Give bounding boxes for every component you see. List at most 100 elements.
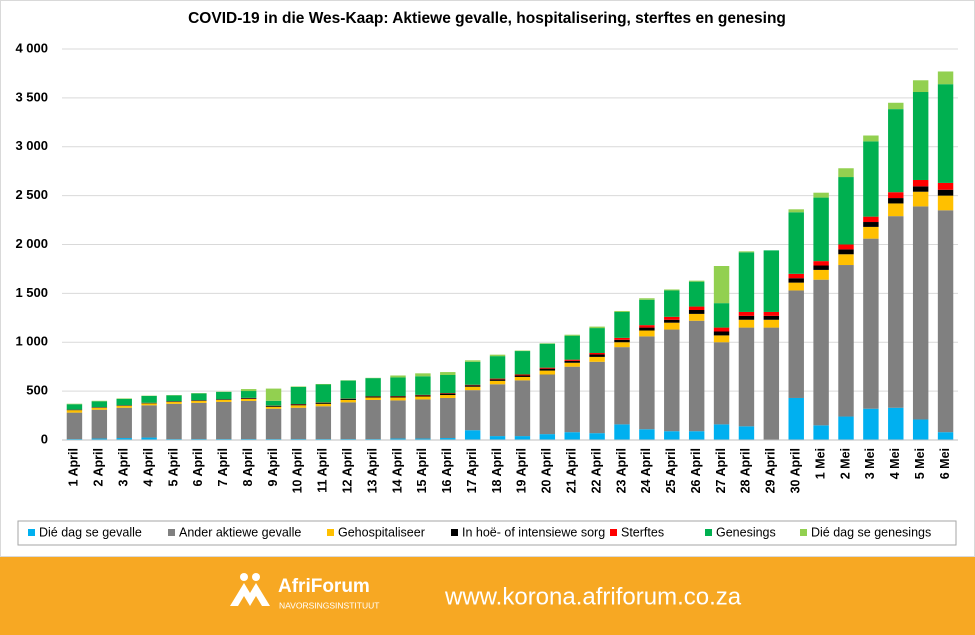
x-tick-label: 1 Mei [813, 448, 827, 479]
bar-segment [912, 92, 929, 180]
bar-segment [514, 376, 531, 381]
bar-segment [763, 311, 780, 316]
footer-url[interactable]: www.korona.afriforum.co.za [444, 583, 742, 610]
x-tick-label: 28 April [739, 448, 753, 493]
bar-segment [489, 384, 506, 437]
bar-segment [390, 397, 406, 401]
bar-segment [415, 396, 431, 400]
bar-segment [390, 375, 406, 378]
bar-segment [639, 327, 655, 331]
bar-segment [713, 303, 730, 328]
bar-segment [838, 249, 854, 255]
bar-segment [888, 102, 904, 110]
bar-segment [788, 282, 804, 291]
bar-segment [688, 281, 705, 307]
y-tick-label: 2 000 [15, 236, 48, 251]
bar-segment [514, 351, 531, 375]
bar-segment [713, 266, 730, 304]
bar-segment [489, 436, 506, 440]
bar-segment [464, 386, 481, 391]
chart-border [0, 0, 975, 557]
legend-label: Sterftes [621, 525, 664, 539]
bar-segment [290, 407, 307, 440]
bar-segment [937, 432, 954, 440]
bar-segment [838, 265, 854, 417]
bar-segment [664, 329, 680, 432]
bar-segment [365, 396, 381, 398]
bar-segment [415, 376, 431, 395]
bar-segment [464, 360, 481, 362]
bar-segment [788, 273, 804, 279]
legend-label: Genesings [716, 525, 776, 539]
bar-segment [315, 384, 332, 403]
bar-segment [863, 141, 879, 217]
x-tick-label: 19 April [515, 448, 529, 493]
bar-segment [863, 135, 879, 142]
bar-segment [838, 168, 854, 178]
bar-segment [763, 319, 780, 328]
bar-segment [937, 210, 954, 433]
bar-segment [788, 212, 804, 274]
bar-segment [415, 399, 431, 439]
x-tick-label: 1 April [67, 448, 81, 486]
bar-segment [912, 419, 929, 440]
bar-segment [912, 186, 929, 192]
bar-segment [514, 380, 531, 437]
bar-segment [415, 438, 431, 440]
bar-segment [912, 80, 929, 93]
y-tick-label: 1 500 [15, 285, 48, 300]
bar-segment [564, 334, 580, 336]
bar-segment [688, 431, 705, 440]
bar-segment [813, 261, 829, 266]
bar-segment [713, 327, 730, 332]
bar-segment [290, 386, 307, 405]
bar-segment [912, 206, 929, 420]
bar-segment [564, 335, 580, 360]
bar-segment [91, 409, 108, 439]
bar-segment [514, 374, 531, 376]
bar-segment [265, 405, 282, 407]
bar-segment [813, 425, 829, 440]
bar-segment [240, 391, 257, 398]
bar-segment [838, 177, 854, 245]
bar-segment [365, 399, 381, 440]
bar-segment [788, 397, 804, 440]
bar-segment [91, 407, 108, 410]
legend-swatch [168, 529, 175, 536]
bar-segment [390, 396, 406, 398]
bar-segment [265, 408, 282, 440]
bar-segment [614, 347, 630, 425]
bar-segment [365, 378, 381, 397]
bar-segment [116, 405, 132, 408]
bar-segment [763, 250, 780, 312]
bar-segment [614, 337, 630, 340]
bar-segment [614, 310, 630, 312]
bar-segment [738, 426, 755, 440]
x-tick-label: 5 April [166, 448, 180, 486]
bar-segment [340, 399, 356, 403]
y-tick-label: 0 [41, 431, 48, 446]
y-tick-label: 4 000 [15, 40, 48, 55]
bar-segment [788, 290, 804, 398]
x-tick-label: 22 April [589, 448, 603, 493]
bar-segment [639, 325, 655, 328]
bar-segment [191, 393, 207, 401]
bar-segment [888, 407, 904, 440]
bar-segment [589, 353, 605, 355]
bar-segment [216, 401, 232, 440]
x-tick-label: 26 April [689, 448, 703, 493]
x-tick-label: 6 Mei [938, 448, 952, 479]
bar-segment [589, 361, 605, 434]
bar-segment [688, 306, 705, 310]
bar-segment [888, 192, 904, 199]
x-tick-label: 20 April [540, 448, 554, 493]
bar-segment [813, 269, 829, 280]
y-tick-label: 3 500 [15, 89, 48, 104]
bar-segment [838, 244, 854, 250]
x-tick-label: 11 April [316, 448, 330, 493]
bar-segment [639, 299, 655, 326]
bar-segment [888, 198, 904, 204]
bar-segment [713, 331, 730, 336]
bar-segment [240, 398, 257, 399]
bar-segment [464, 430, 481, 440]
